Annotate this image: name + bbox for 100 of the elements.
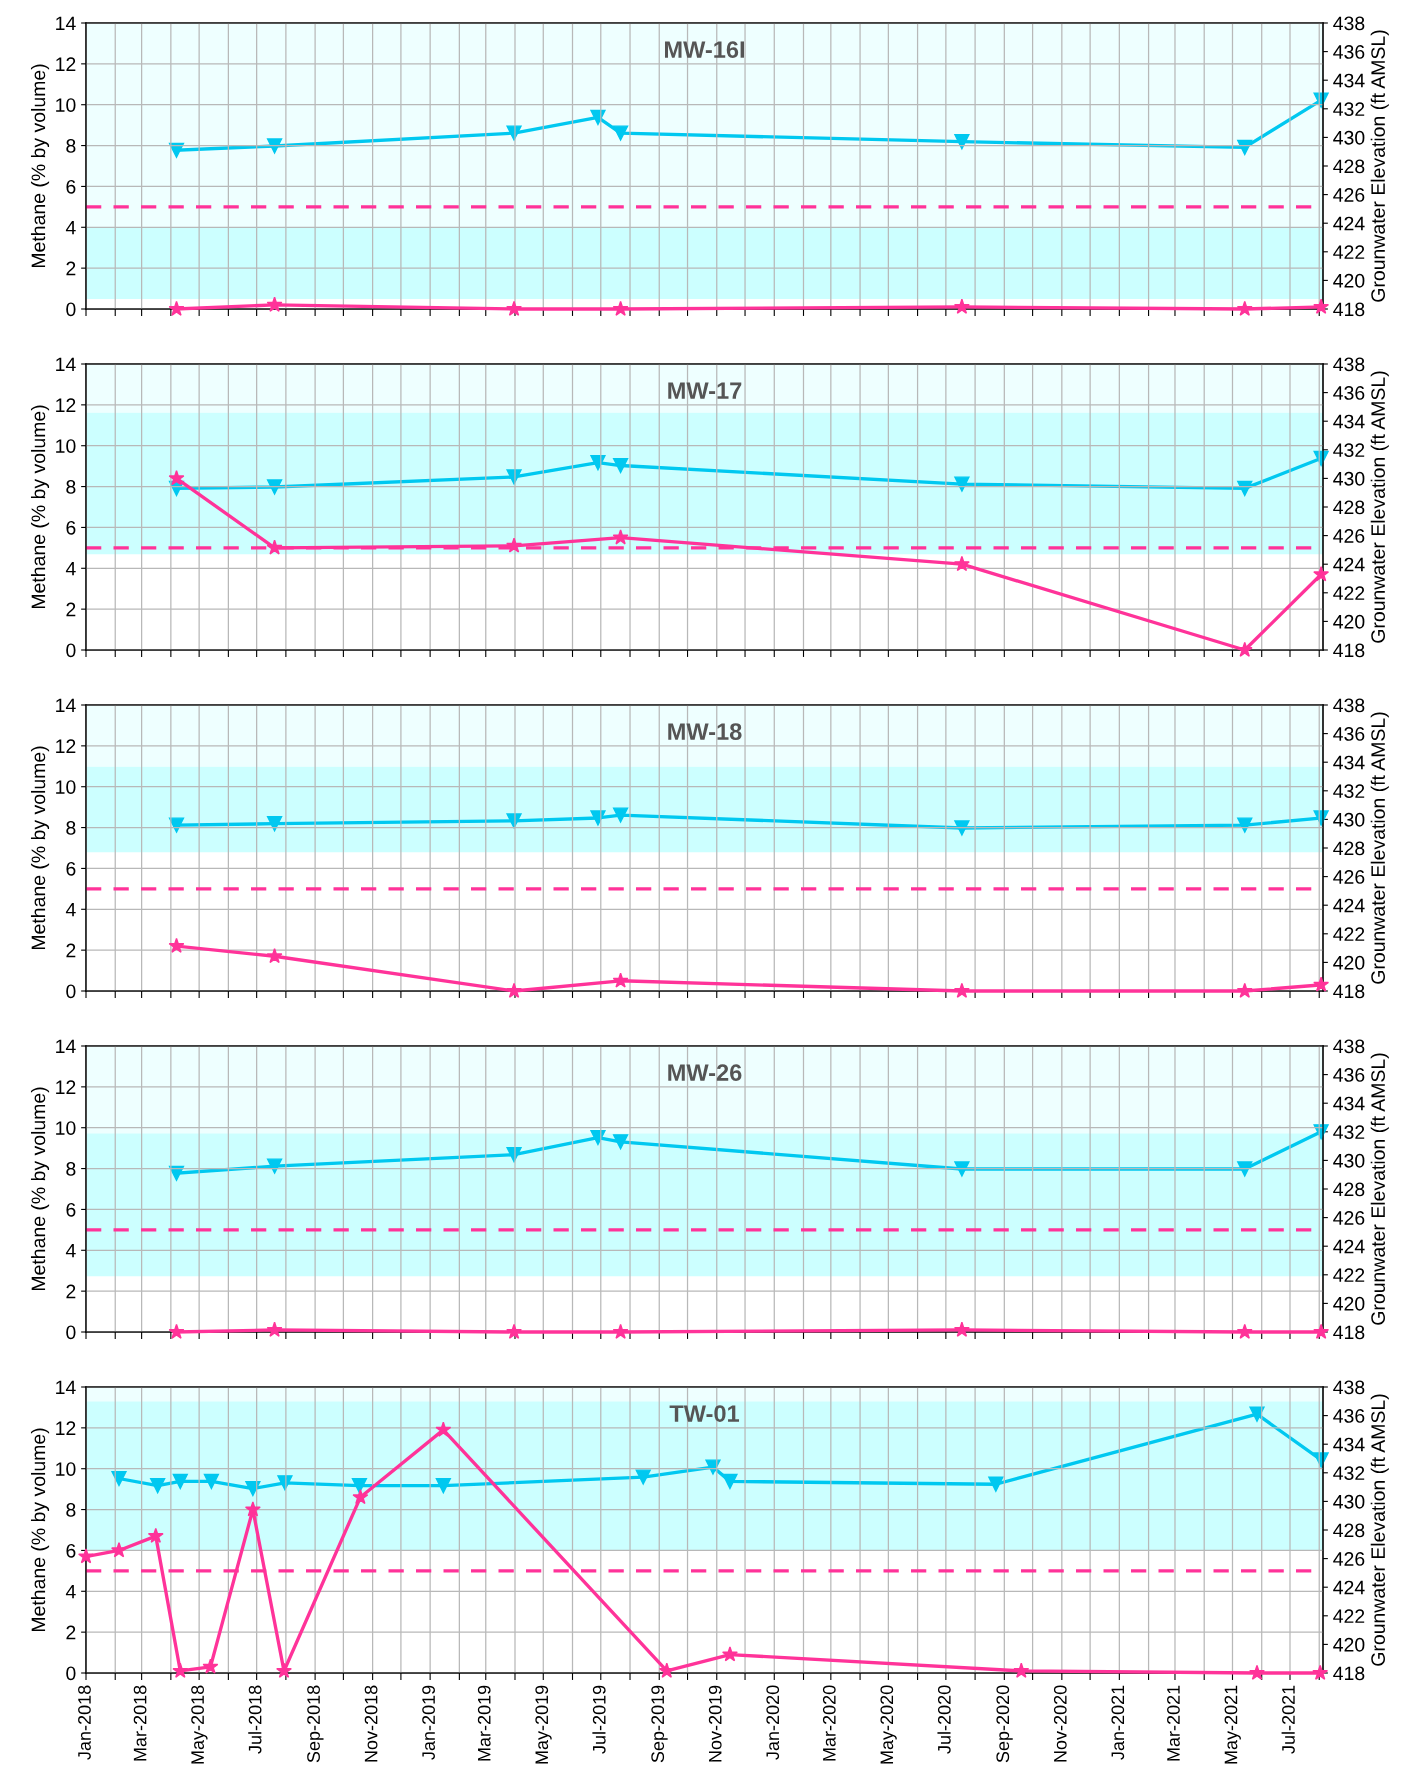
point [1237,817,1253,833]
text: MW-17 [668,382,742,399]
point [435,1421,452,1437]
y-axis-title: Methane (% by volume) [30,1428,50,1632]
y2-tick-label: 426 [1333,188,1365,202]
y2-tick-label: 424 [1333,216,1365,231]
y-axis-title: Methane (% by volume) [30,405,50,609]
y2-tick-label: 436 [1333,45,1365,59]
y2-axis-title: Grounwater Elevation (ft AMSL) [1370,1394,1389,1666]
point [988,1476,1004,1492]
x-tick-label: Jul-2021 [1281,1685,1295,1754]
point [635,1469,651,1485]
point [1249,1406,1265,1422]
x-tick-label: Sep-2020 [996,1685,1013,1763]
point [352,1488,369,1505]
point [953,555,970,572]
y2-tick-label: 424 [1333,557,1365,572]
point [590,455,606,471]
point [168,817,185,833]
y2-axis-title: Grounwater Elevation (ft AMSL) [1370,712,1389,984]
y-tick-label: 6 [66,179,76,194]
y-tick-label: 8 [66,480,76,494]
point [111,1470,127,1487]
y-tick-label: 2 [66,602,76,617]
point [1236,641,1253,657]
point [266,816,283,832]
y-axis-title: Methane (% by volume) [30,1087,50,1291]
y-tick-label: 4 [65,220,76,235]
y2-tick-label: 426 [1333,1552,1365,1566]
x-tick-label: May-2021 [1224,1685,1241,1764]
y2-tick-label: 434 [1333,755,1365,770]
y2-tick-label: 430 [1333,812,1365,827]
y2-tick-label: 436 [1333,1068,1365,1082]
y2-tick-label: 420 [1333,955,1365,970]
y-tick-label: 4 [65,1584,76,1599]
point [953,982,970,998]
y-tick-label: 0 [66,302,76,317]
x-tick-label: May-2019 [535,1685,552,1764]
y-tick-label: 14 [56,357,76,372]
y-tick-label: 0 [66,643,76,658]
y2-tick-label: 422 [1333,1268,1365,1282]
y-tick-label: 8 [66,1503,76,1517]
y2-tick-label: 424 [1333,898,1365,913]
x-tick-label: May-2020 [880,1685,897,1764]
point [172,1473,188,1490]
point [203,1473,220,1490]
point [612,529,629,545]
y2-tick-label: 424 [1333,1239,1365,1254]
point [168,937,185,953]
point [612,807,629,823]
y2-tick-label: 428 [1333,159,1365,174]
y2-tick-label: 426 [1333,870,1365,884]
y2-tick-label: 422 [1333,245,1365,259]
y2-tick-label: 420 [1333,273,1365,288]
point [954,1161,970,1177]
point [111,1542,127,1558]
y2-tick-label: 438 [1333,1380,1365,1395]
x-tick-label: Sep-2018 [307,1685,324,1763]
y2-tick-label: 428 [1333,1182,1365,1197]
y-tick-label: 10 [56,439,76,453]
y2-axis-title: Grounwater Elevation (ft AMSL) [1370,371,1389,643]
y2-tick-label: 420 [1333,1296,1365,1311]
x-tick-label: Nov-2018 [364,1685,378,1762]
y2-tick-label: 418 [1333,1325,1365,1340]
y-axis-title: Methane (% by volume) [30,746,50,950]
text: MW-26 [668,1064,742,1081]
y2-tick-label: 434 [1333,1096,1365,1111]
point [506,537,523,553]
text: TW-01 [669,1405,740,1422]
point [612,457,629,474]
point [612,972,629,988]
y2-tick-label: 438 [1333,1039,1365,1054]
x-tick-label: Mar-2020 [822,1685,836,1761]
x-tick-label: Jan-2020 [766,1685,780,1760]
point [1237,1161,1253,1177]
point [266,947,283,964]
y2-tick-label: 436 [1333,727,1365,741]
y-tick-label: 4 [65,902,76,917]
x-tick-label: Jul-2019 [592,1685,606,1754]
y-tick-label: 2 [66,1625,76,1640]
y2-tick-label: 420 [1333,1637,1365,1652]
y-tick-label: 12 [56,398,76,412]
point [506,982,523,998]
y2-tick-label: 418 [1333,1666,1365,1681]
y-tick-label: 12 [56,1080,76,1094]
point [266,539,283,555]
y-tick-label: 0 [66,1325,76,1340]
y-tick-label: 12 [56,739,76,753]
y-tick-label: 2 [66,261,76,276]
x-tick-label: Nov-2019 [708,1685,722,1762]
point [590,1129,606,1146]
y2-tick-label: 434 [1333,414,1365,429]
y-tick-label: 8 [66,821,76,835]
y2-tick-label: 420 [1333,614,1365,629]
y-tick-label: 10 [56,1462,76,1476]
y-tick-label: 6 [66,1202,76,1217]
point [147,1527,164,1544]
y-tick-label: 2 [66,943,76,958]
x-tick-label: Jul-2018 [248,1685,262,1754]
y-tick-label: 8 [66,1162,76,1176]
